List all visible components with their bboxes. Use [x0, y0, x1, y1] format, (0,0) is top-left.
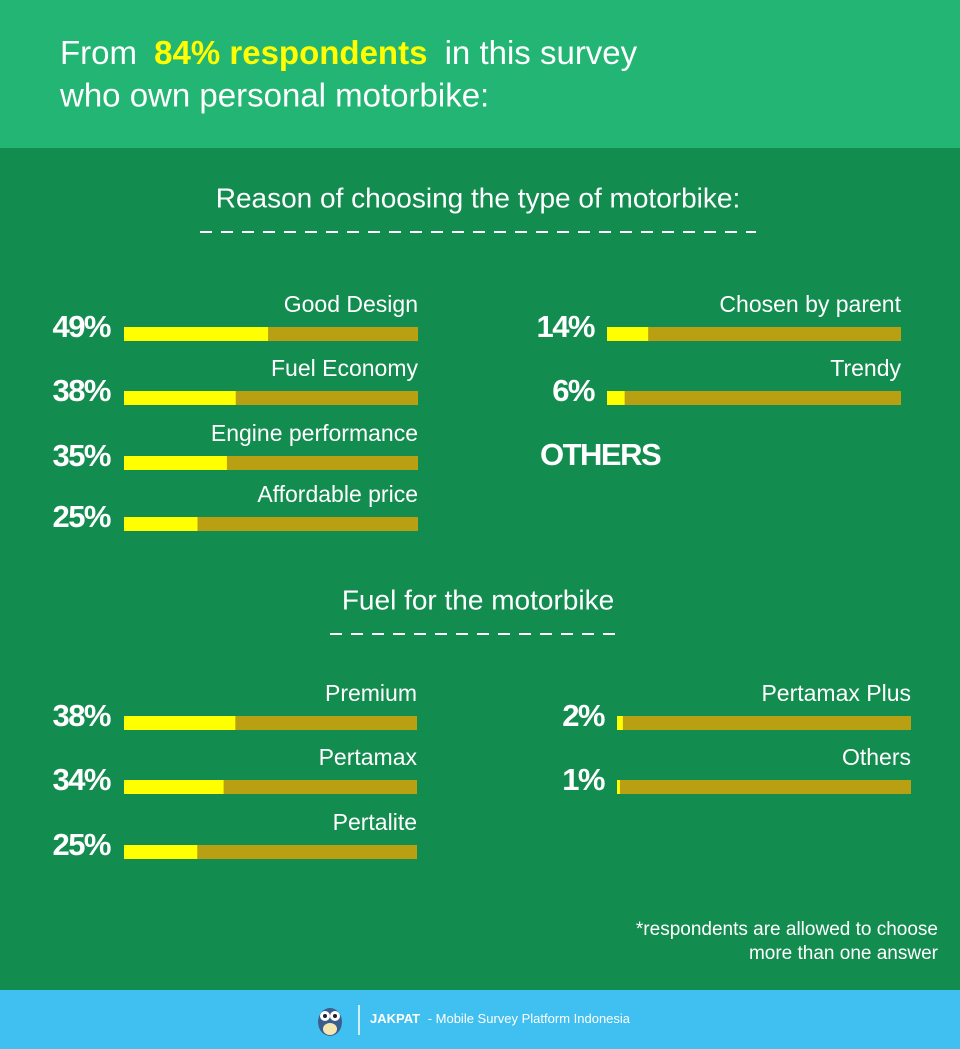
value-label: 38%	[52, 373, 110, 408]
bar-track	[607, 327, 901, 341]
category-label: Fuel Economy	[271, 355, 419, 381]
value-label: 49%	[52, 309, 110, 344]
header-title-line2: who own personal motorbike:	[59, 77, 489, 114]
value-label: 34%	[52, 762, 110, 797]
bar	[124, 456, 227, 470]
value-label: 35%	[52, 438, 110, 473]
category-label: Pertalite	[333, 809, 417, 835]
value-label: 6%	[552, 373, 595, 408]
category-label: Engine performance	[211, 420, 418, 446]
title-part: From	[60, 34, 137, 71]
category-label: Others	[842, 744, 911, 770]
category-label: Pertamax Plus	[761, 680, 911, 706]
bar	[607, 327, 649, 341]
tagline: - Mobile Survey Platform Indonesia	[428, 1011, 631, 1026]
owl-logo	[318, 1008, 342, 1036]
bar	[124, 716, 236, 730]
footer-text: JAKPAT - Mobile Survey Platform Indonesi…	[370, 1011, 631, 1026]
section-title: Fuel for the motorbike	[342, 584, 614, 615]
value-label: 38%	[52, 698, 110, 733]
value-label: 14%	[536, 309, 594, 344]
bar	[607, 391, 625, 405]
header-bg	[0, 0, 960, 148]
note: *respondents are allowed to choose	[636, 919, 938, 940]
bar	[124, 780, 224, 794]
header-title: From 84% respondents in this survey	[60, 34, 638, 71]
bar-track	[607, 391, 901, 405]
main-bg	[0, 148, 960, 990]
bar	[124, 845, 198, 859]
title-part: in this survey	[445, 34, 638, 71]
value-label: 25%	[52, 827, 110, 862]
category-label: Pertamax	[319, 744, 418, 770]
bar-track	[617, 780, 911, 794]
note: more than one answer	[749, 943, 939, 964]
value-label: 2%	[562, 698, 605, 733]
category-label: Chosen by parent	[719, 291, 901, 317]
category-label: Good Design	[284, 291, 418, 317]
bar-track	[617, 716, 911, 730]
group-label: OTHERS	[540, 437, 661, 472]
bar	[124, 391, 236, 405]
value-label: 25%	[52, 499, 110, 534]
brand: JAKPAT	[370, 1011, 420, 1026]
category-label: Trendy	[830, 355, 901, 381]
bar	[124, 327, 269, 341]
value-label: 1%	[562, 762, 605, 797]
category-label: Premium	[325, 680, 417, 706]
title-highlight: 84% respondents	[154, 34, 427, 71]
bar	[617, 780, 620, 794]
bar	[124, 517, 198, 531]
footer-bg	[0, 990, 960, 1049]
category-label: Affordable price	[257, 481, 418, 507]
section-title: Reason of choosing the type of motorbike…	[216, 182, 741, 213]
bar	[617, 716, 623, 730]
